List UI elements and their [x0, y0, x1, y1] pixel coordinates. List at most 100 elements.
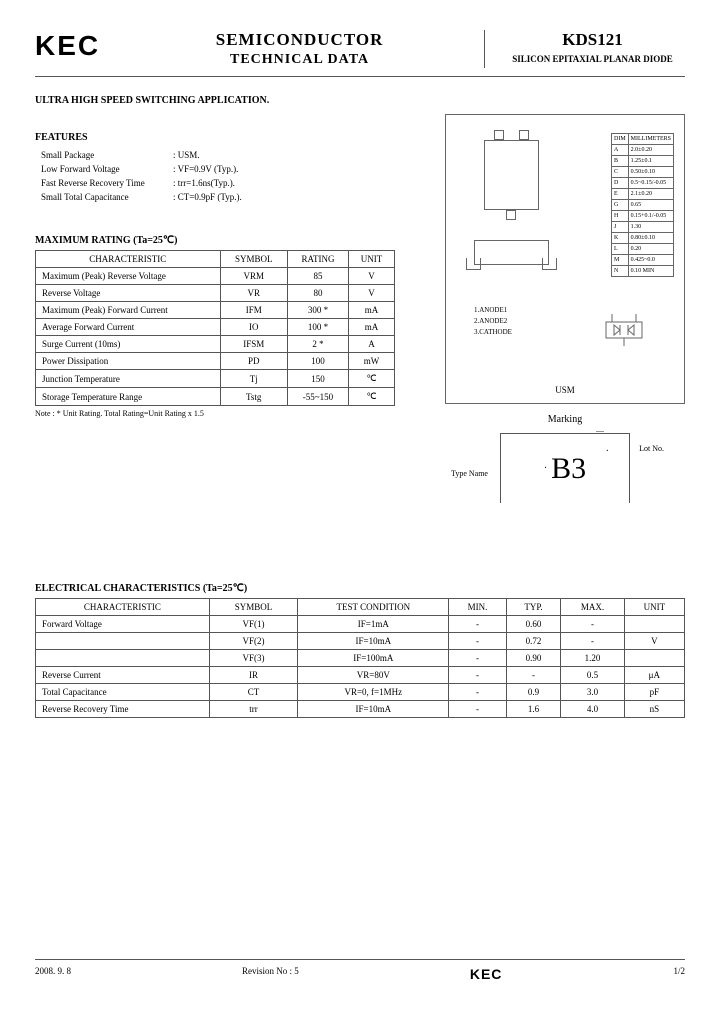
elec-cell: IF=1mA: [298, 616, 449, 633]
marking-tick-icon: —: [596, 426, 604, 435]
dim-cell: N: [611, 266, 628, 277]
ratings-cell: Maximum (Peak) Reverse Voltage: [36, 268, 221, 285]
elec-cell: trr: [209, 701, 297, 718]
ratings-cell: IFSM: [220, 336, 287, 353]
ratings-note: Note : * Unit Rating. Total Rating=Unit …: [35, 409, 395, 418]
upper-section: FEATURES Small Package: USM.Low Forward …: [35, 114, 685, 503]
elec-cell: VR=80V: [298, 667, 449, 684]
ratings-cell: Junction Temperature: [36, 370, 221, 388]
elec-col: UNIT: [624, 599, 684, 616]
datasheet-page: KEC SEMICONDUCTOR TECHNICAL DATA KDS121 …: [0, 0, 720, 1012]
elec-cell: 4.0: [561, 701, 624, 718]
ratings-cell: Tstg: [220, 388, 287, 406]
feature-cell: : USM.: [169, 149, 246, 161]
footer-revision: Revision No : 5: [242, 966, 299, 982]
elec-cell: 0.72: [506, 633, 561, 650]
ratings-cell: Maximum (Peak) Forward Current: [36, 302, 221, 319]
elec-col: MIN.: [449, 599, 506, 616]
elec-cell: 3.0: [561, 684, 624, 701]
dim-cell: 0.10 MIN: [628, 266, 673, 277]
ratings-cell: mA: [349, 319, 395, 336]
electrical-table: CHARACTERISTICSYMBOLTEST CONDITIONMIN.TY…: [35, 598, 685, 718]
elec-cell: VF(2): [209, 633, 297, 650]
sot-symbol: [594, 310, 654, 350]
ratings-cell: Reverse Voltage: [36, 285, 221, 302]
feature-cell: : CT=0.9pF (Typ.).: [169, 191, 246, 203]
ratings-cell: 150: [287, 370, 348, 388]
elec-cell: 0.9: [506, 684, 561, 701]
ratings-cell: 80: [287, 285, 348, 302]
dim-cell: E: [611, 189, 628, 200]
company-logo: KEC: [35, 30, 130, 68]
ratings-cell: V: [349, 268, 395, 285]
ratings-wrapper: CHARACTERISTICSYMBOLRATINGUNIT Maximum (…: [35, 250, 395, 418]
elec-cell: -: [449, 701, 506, 718]
ratings-cell: Tj: [220, 370, 287, 388]
ratings-heading: MAXIMUM RATING (Ta=25℃): [35, 235, 425, 246]
application-heading: ULTRA HIGH SPEED SWITCHING APPLICATION.: [35, 95, 685, 106]
dim-cell: 2.0±0.20: [628, 145, 673, 156]
dim-cell: 0.80±0.10: [628, 233, 673, 244]
upper-right: DIM MILLIMETERS A2.0±0.20B1.25±0.1C0.50±…: [445, 114, 685, 503]
elec-col: SYMBOL: [209, 599, 297, 616]
electrical-section: ELECTRICAL CHARACTERISTICS (Ta=25℃) CHAR…: [35, 583, 685, 718]
dim-cell: D: [611, 178, 628, 189]
elec-cell: μA: [624, 667, 684, 684]
elec-cell: nS: [624, 701, 684, 718]
features-heading: FEATURES: [35, 132, 425, 143]
elec-cell: Total Capacitance: [36, 684, 210, 701]
dim-cell: B: [611, 156, 628, 167]
ratings-cell: V: [349, 285, 395, 302]
footer-page: 1/2: [673, 966, 685, 982]
footer-date: 2008. 9. 8: [35, 966, 71, 982]
ratings-cell: Power Dissipation: [36, 353, 221, 370]
ratings-cell: VR: [220, 285, 287, 302]
elec-cell: IF=10mA: [298, 701, 449, 718]
dimension-table: DIM MILLIMETERS A2.0±0.20B1.25±0.1C0.50±…: [611, 133, 674, 277]
marking-block: Marking — Type Name Lot No. · B3 ·: [445, 414, 685, 503]
elec-cell: [624, 616, 684, 633]
dim-cell: 0.20: [628, 244, 673, 255]
part-block: KDS121 SILICON EPITAXIAL PLANAR DIODE: [485, 30, 685, 68]
elec-cell: -: [561, 616, 624, 633]
dim-cell: 1.25±0.1: [628, 156, 673, 167]
elec-cell: -: [449, 650, 506, 667]
ratings-cell: Surge Current (10ms): [36, 336, 221, 353]
elec-cell: Reverse Recovery Time: [36, 701, 210, 718]
elec-cell: IR: [209, 667, 297, 684]
elec-cell: -: [506, 667, 561, 684]
dim-cell: 0.425~0.0: [628, 255, 673, 266]
ratings-cell: PD: [220, 353, 287, 370]
dim-cell: M: [611, 255, 628, 266]
ratings-cell: 85: [287, 268, 348, 285]
ratings-col: RATING: [287, 251, 348, 268]
marking-heading: Marking: [445, 414, 685, 425]
elec-cell: -: [449, 616, 506, 633]
package-outline: [464, 130, 564, 330]
marking-lot-label: Lot No.: [639, 444, 664, 453]
elec-cell: pF: [624, 684, 684, 701]
ratings-cell: 100: [287, 353, 348, 370]
elec-cell: -: [561, 633, 624, 650]
elec-cell: -: [449, 667, 506, 684]
dim-cell: 1.30: [628, 222, 673, 233]
dim-cell: J: [611, 222, 628, 233]
feature-cell: Small Package: [37, 149, 167, 161]
elec-cell: 1.6: [506, 701, 561, 718]
dim-cell: 2.1±0.20: [628, 189, 673, 200]
pin-3: 3.CATHODE: [474, 327, 512, 338]
dim-col-mm: MILLIMETERS: [628, 134, 673, 145]
feature-cell: Low Forward Voltage: [37, 163, 167, 175]
ratings-cell: ℃: [349, 388, 395, 406]
title-block: SEMICONDUCTOR TECHNICAL DATA: [130, 30, 485, 68]
elec-col: TEST CONDITION: [298, 599, 449, 616]
dim-cell: C: [611, 167, 628, 178]
header: KEC SEMICONDUCTOR TECHNICAL DATA KDS121 …: [35, 30, 685, 77]
elec-cell: 1.20: [561, 650, 624, 667]
elec-cell: [624, 650, 684, 667]
dim-cell: 0.5~0.15/-0.05: [628, 178, 673, 189]
elec-cell: V: [624, 633, 684, 650]
title-main: SEMICONDUCTOR: [130, 30, 469, 50]
footer-logo: KEC: [470, 966, 503, 982]
dim-cell: H: [611, 211, 628, 222]
